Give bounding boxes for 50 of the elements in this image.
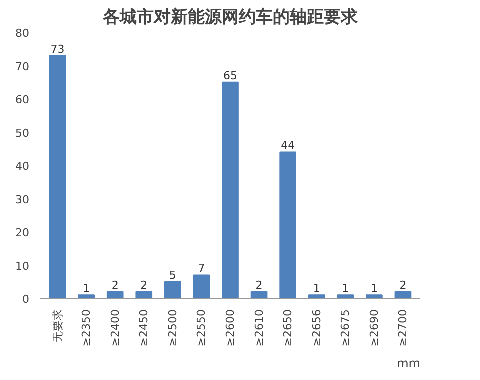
x-tick-label: ≥2700 xyxy=(396,309,410,347)
data-label: 5 xyxy=(169,268,176,282)
data-label: 65 xyxy=(224,69,238,82)
y-tick-label: 0 xyxy=(22,293,30,306)
bar xyxy=(308,294,326,298)
data-label: 7 xyxy=(198,262,206,276)
bar xyxy=(337,294,354,298)
y-tick-label: 20 xyxy=(16,226,30,240)
bar xyxy=(49,55,66,298)
x-tick-label: ≥2350 xyxy=(80,309,94,347)
y-tick-label: 10 xyxy=(16,260,30,273)
bar xyxy=(78,294,95,298)
x-tick-label: ≥2610 xyxy=(252,309,266,347)
data-label: 1 xyxy=(83,282,90,296)
bar xyxy=(106,291,124,298)
bar xyxy=(136,291,153,298)
x-tick-label: ≥2450 xyxy=(138,309,151,347)
y-tick-label: 40 xyxy=(16,160,30,173)
x-tick-label: ≥2675 xyxy=(339,309,352,347)
bar xyxy=(280,152,296,298)
x-tick-label: ≥2600 xyxy=(224,309,237,347)
x-tick-label: ≥2656 xyxy=(310,309,324,347)
data-label: 1 xyxy=(370,282,378,296)
data-label: 73 xyxy=(50,42,65,56)
data-label: 2 xyxy=(140,278,148,292)
x-tick-label: 无要求 xyxy=(51,310,64,342)
y-tick-label: 30 xyxy=(16,193,30,206)
y-tick-label: 70 xyxy=(16,60,30,74)
y-tick-label: 50 xyxy=(16,126,30,140)
bar xyxy=(164,281,182,298)
bar xyxy=(222,82,239,298)
data-label: 2 xyxy=(400,278,407,292)
data-label: 1 xyxy=(313,282,320,296)
x-tick-label: ≥2690 xyxy=(368,309,381,347)
bar xyxy=(250,291,268,298)
bar xyxy=(366,294,383,298)
x-axis-title: mm xyxy=(397,356,421,370)
x-tick-label: ≥2550 xyxy=(195,309,208,347)
x-tick-label: ≥2500 xyxy=(166,309,180,347)
y-tick-label: 60 xyxy=(16,94,30,106)
x-tick-label: ≥2650 xyxy=(282,309,295,347)
data-label: 44 xyxy=(281,139,296,152)
data-label: 2 xyxy=(112,278,119,292)
chart-title: 各城市对新能源网约车的轴距要求 xyxy=(102,8,359,28)
data-label: 2 xyxy=(256,278,263,292)
x-tick-label: ≥2400 xyxy=(108,309,122,347)
bar xyxy=(193,274,210,298)
bar xyxy=(394,291,412,298)
y-tick-label: 80 xyxy=(16,27,30,40)
data-label: 1 xyxy=(342,282,350,296)
